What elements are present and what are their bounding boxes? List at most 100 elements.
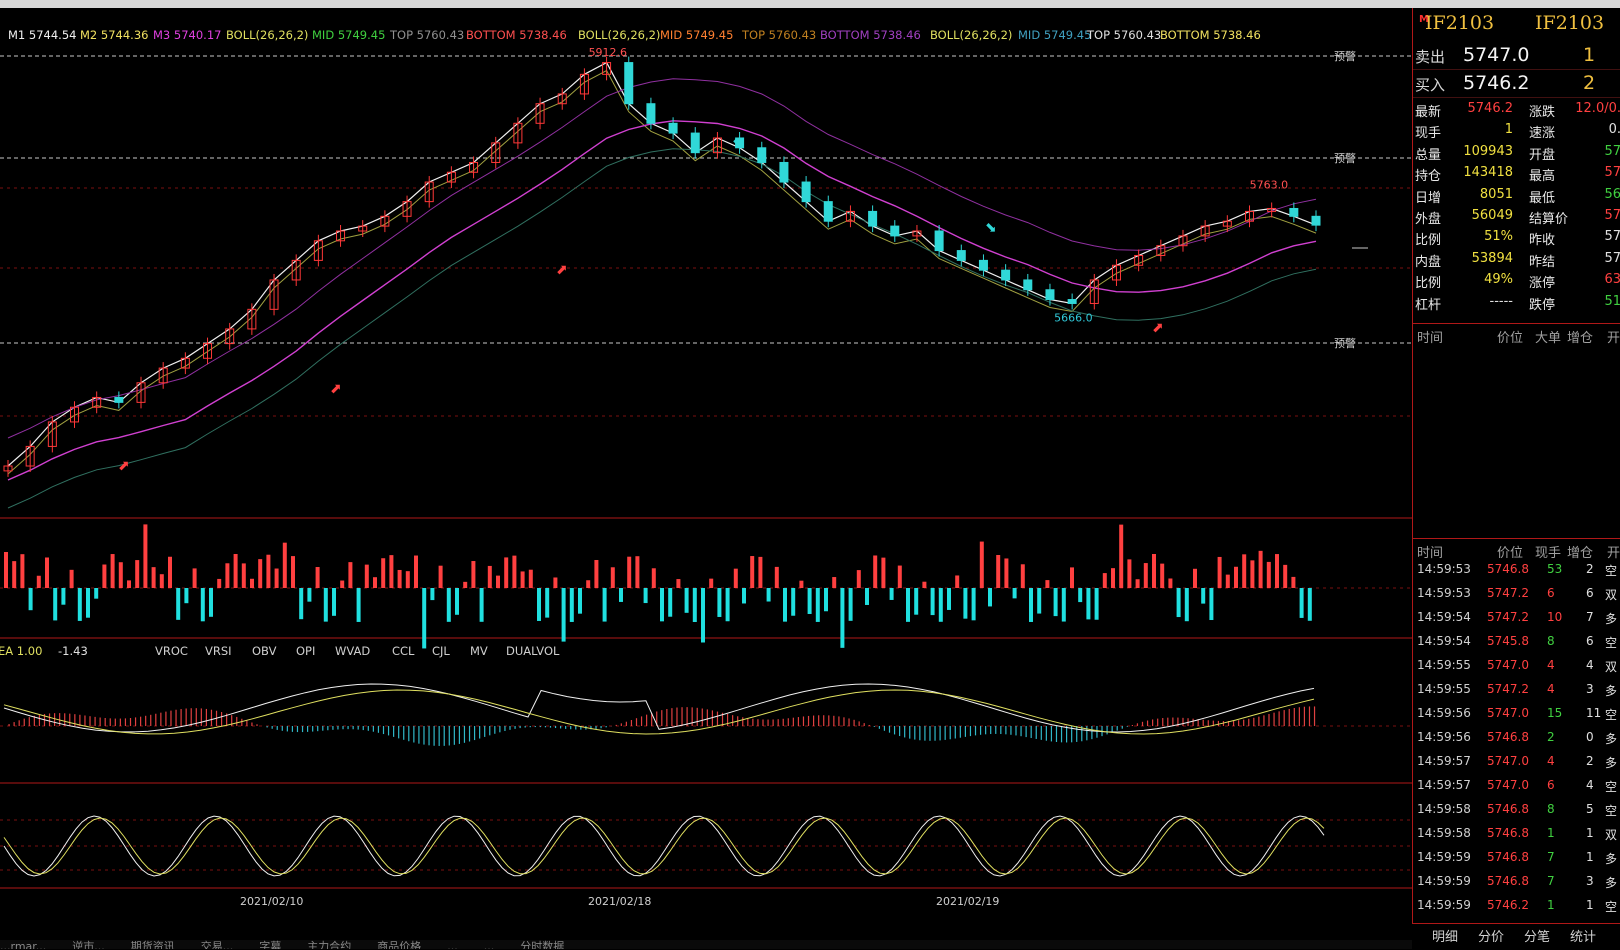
volume-bar — [323, 588, 328, 622]
kline-chart-area[interactable]: 预警 预警 预警 5912.6 5666.0 5763.0 ⬈ ⬈ ⬈ ⬈ ⬊ ⬊ 2021/02/10… — [0, 8, 1412, 923]
volume-bar — [1307, 588, 1312, 621]
volume-bar — [643, 588, 648, 604]
candle-body — [1200, 225, 1210, 237]
volume-bar — [569, 588, 574, 622]
tick-row[interactable]: 14:59:54 5747.2 10 7 多 — [1413, 606, 1620, 630]
macd-label: EA 1.00 — [0, 644, 43, 658]
tick-time: 14:59:54 — [1417, 634, 1471, 648]
volume-bar — [750, 556, 755, 588]
tick-row[interactable]: 14:59:57 5747.0 4 2 多 — [1413, 750, 1620, 774]
candle-body — [469, 161, 479, 173]
indicator-tab[interactable]: DUALVOL — [506, 644, 560, 658]
tick-row[interactable]: 14:59:55 5747.2 4 3 多 — [1413, 678, 1620, 702]
tick-price: 5746.8 — [1487, 850, 1529, 864]
quote-value: 57 — [1604, 229, 1620, 245]
column-header: 价位 — [1497, 546, 1524, 561]
volume-bar — [1275, 554, 1279, 588]
tick-row[interactable]: 14:59:58 5746.8 1 1 双 — [1413, 822, 1620, 846]
tick-time: 14:59:56 — [1417, 730, 1471, 744]
boll-top-line — [7, 78, 1317, 439]
taskbar-item[interactable]: ... — [447, 940, 458, 949]
tick-row[interactable]: 14:59:57 5747.0 6 4 空 — [1413, 774, 1620, 798]
taskbar-item[interactable]: 分时数据 — [520, 940, 565, 949]
tick-row[interactable]: 14:59:53 5746.8 53 2 空 — [1413, 558, 1620, 582]
volume-bar — [28, 588, 33, 611]
tick-oi-change: 11 — [1586, 706, 1602, 720]
candle-body — [1222, 220, 1232, 227]
volume-bar — [610, 567, 615, 588]
tick-price: 5746.8 — [1487, 826, 1529, 840]
tick-row[interactable]: 14:59:59 5746.8 7 3 多 — [1413, 870, 1620, 894]
panel-tab[interactable]: 分价 — [1478, 930, 1505, 945]
panel-bottom-tabs[interactable]: 明细 分价 分笔 统计 — [1412, 923, 1620, 950]
tick-qty: 1 — [1547, 898, 1555, 912]
buy-row[interactable]: 买入 5746.2 2 — [1413, 69, 1620, 98]
tick-type: 多 — [1605, 684, 1618, 698]
tick-oi-change: 5 — [1586, 802, 1594, 816]
tick-row[interactable]: 14:59:55 5747.0 4 4 双 — [1413, 654, 1620, 678]
volume-bar — [209, 588, 213, 617]
indicator-tab[interactable]: OPI — [296, 644, 316, 658]
taskbar-item[interactable]: 商品价格 — [377, 940, 422, 949]
tick-row[interactable]: 14:59:59 5746.8 7 1 多 — [1413, 846, 1620, 870]
symbol-code: IF2103 — [1535, 12, 1605, 34]
window-top-strip — [0, 0, 1620, 8]
indicator-legend-item: TOP 5760.43 — [742, 28, 817, 42]
tick-row[interactable]: 14:59:58 5746.8 8 5 空 — [1413, 798, 1620, 822]
signal-arrow: ⬈ — [330, 381, 342, 397]
indicator-tab[interactable]: CCL — [392, 644, 415, 658]
volume-bar — [1143, 563, 1148, 588]
quote-row: 最新 5746.2 涨跌 12.0/0. — [1413, 98, 1620, 120]
taskbar-item[interactable]: ...rmar... — [0, 940, 47, 949]
indicator-tab[interactable]: OBV — [252, 644, 277, 658]
indicator-tab[interactable]: CJL — [432, 644, 450, 658]
taskbar-item[interactable]: 字幕 — [259, 940, 282, 949]
volume-bar — [1193, 568, 1197, 588]
indicator-legend-item: MID 5749.45 — [660, 28, 734, 42]
volume-bar — [36, 575, 41, 588]
candle-body — [978, 259, 988, 271]
tick-row[interactable]: 14:59:54 5745.8 8 6 空 — [1413, 630, 1620, 654]
panel-tab[interactable]: 统计 — [1570, 930, 1597, 945]
quote-value: 12.0/0. — [1575, 101, 1620, 116]
quote-value: ----- — [1489, 293, 1513, 309]
quote-row: 比例 49% 涨停 63 — [1413, 269, 1620, 291]
date-axis-label: 2021/02/18 — [588, 895, 651, 908]
volume-bar — [873, 555, 878, 588]
quote-value: 53894 — [1471, 250, 1513, 266]
panel-tab[interactable]: 明细 — [1432, 930, 1459, 945]
kline-chart[interactable]: 预警预警预警5912.65666.05763.0⬈⬈⬈⬈⬊⬊2021/02/10… — [0, 8, 1412, 923]
sell-row[interactable]: 卖出 5747.0 1 — [1413, 41, 1620, 70]
volume-bar — [176, 588, 181, 620]
tick-row[interactable]: 14:59:59 5746.2 1 1 空 — [1413, 894, 1620, 918]
tick-row[interactable]: 14:59:53 5747.2 6 6 双 — [1413, 582, 1620, 606]
volume-bar — [364, 564, 369, 588]
tick-type: 双 — [1605, 660, 1618, 674]
indicator-tab[interactable]: MV — [470, 644, 488, 658]
date-axis-label: 2021/02/19 — [936, 895, 999, 908]
candle-body — [336, 230, 346, 242]
panel-tab[interactable]: 分笔 — [1524, 930, 1551, 945]
taskbar-item[interactable]: 逆市... — [72, 940, 105, 949]
taskbar-item[interactable]: 交易... — [200, 940, 234, 949]
volume-bar — [586, 580, 591, 588]
indicator-tab[interactable]: VRSI — [205, 644, 232, 658]
tick-row[interactable]: 14:59:56 5747.0 15 11 空 — [1413, 702, 1620, 726]
indicator-tab[interactable]: WVAD — [335, 644, 371, 658]
indicator-legend-item: M2 5744.36 — [80, 28, 149, 42]
volume-bar — [1283, 564, 1288, 588]
indicator-tab[interactable]: VROC — [155, 644, 188, 658]
volume-bar — [159, 574, 164, 588]
taskbar-item[interactable]: ... — [483, 940, 495, 949]
candle-body — [291, 259, 301, 281]
quote-value: 5746.2 — [1467, 101, 1514, 116]
tick-price: 5747.0 — [1487, 778, 1529, 792]
volume-bar — [1012, 588, 1017, 599]
taskbar-item[interactable]: 主力合约 — [307, 940, 352, 949]
volume-bar — [815, 588, 820, 622]
taskbar-item[interactable]: 期货资讯 — [130, 940, 175, 949]
tick-type: 多 — [1605, 756, 1618, 770]
volume-bar — [274, 568, 279, 588]
volume-bar — [512, 555, 517, 588]
tick-row[interactable]: 14:59:56 5746.8 2 0 多 — [1413, 726, 1620, 750]
